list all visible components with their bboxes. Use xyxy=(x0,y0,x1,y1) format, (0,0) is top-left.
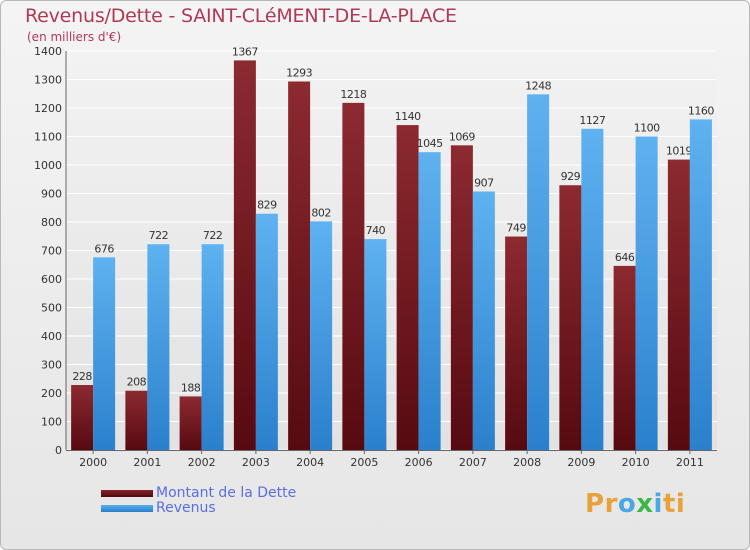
y-tick-label: 800 xyxy=(41,216,62,229)
y-tick-label: 0 xyxy=(55,444,62,457)
y-tick-label: 1200 xyxy=(34,102,62,115)
legend-label-revenus: Revenus xyxy=(156,500,216,516)
bar-dette xyxy=(559,185,582,451)
x-tick-label: 2002 xyxy=(188,456,216,469)
data-label-revenus: 722 xyxy=(203,229,223,242)
bar-revenus xyxy=(635,136,658,450)
data-label-revenus: 907 xyxy=(474,177,494,190)
x-tick-label: 2009 xyxy=(567,456,595,469)
x-tick-label: 2000 xyxy=(79,456,107,469)
data-label-dette: 188 xyxy=(181,381,201,394)
data-label-revenus: 1248 xyxy=(525,79,551,92)
bar-revenus xyxy=(93,257,116,450)
bar-dette xyxy=(71,385,94,450)
bar-revenus xyxy=(255,213,278,450)
x-tick-label: 2005 xyxy=(350,456,378,469)
data-label-dette: 749 xyxy=(506,222,526,235)
y-tick-label: 100 xyxy=(41,416,62,429)
bar-revenus xyxy=(527,94,550,450)
data-label-dette: 1293 xyxy=(286,66,312,79)
bar-dette xyxy=(667,159,690,450)
chart-title: Revenus/Dette - SAINT-CLéMENT-DE-LA-PLAC… xyxy=(25,5,457,27)
bar-revenus xyxy=(147,244,170,450)
x-tick-label: 2003 xyxy=(242,456,270,469)
bar-dette xyxy=(125,390,148,450)
x-tick-label: 2001 xyxy=(133,456,161,469)
logo-letter: x xyxy=(636,489,654,519)
x-tick-label: 2008 xyxy=(513,456,541,469)
logo-letter: i xyxy=(653,489,663,519)
data-label-revenus: 829 xyxy=(257,199,277,212)
y-tick-label: 1100 xyxy=(34,131,62,144)
data-label-dette: 1218 xyxy=(340,88,366,101)
chart-subtitle: (en milliers d'€) xyxy=(27,30,122,44)
data-label-dette: 646 xyxy=(615,251,635,264)
y-tick-label: 200 xyxy=(41,387,62,400)
x-tick-label: 2010 xyxy=(622,456,650,469)
y-tick-label: 400 xyxy=(41,330,62,343)
proxiti-logo: Proxiti xyxy=(585,489,685,519)
y-tick-label: 600 xyxy=(41,273,62,286)
y-tick-label: 900 xyxy=(41,188,62,201)
bar-revenus xyxy=(689,119,712,451)
logo-letter: o xyxy=(617,489,637,519)
y-tick-label: 1300 xyxy=(34,74,62,87)
y-tick-label: 1000 xyxy=(34,159,62,172)
bar-dette xyxy=(450,145,473,450)
logo-letter: i xyxy=(675,489,686,519)
bar-dette xyxy=(505,236,528,450)
data-label-dette: 228 xyxy=(72,370,92,383)
data-label-revenus: 802 xyxy=(311,206,331,219)
data-label-dette: 208 xyxy=(127,376,147,389)
data-label-revenus: 1160 xyxy=(688,104,714,117)
logo-letter: P xyxy=(585,489,605,519)
logo-letter: t xyxy=(662,489,676,519)
bar-dette xyxy=(288,81,311,451)
data-label-dette: 1367 xyxy=(232,45,258,58)
y-tick-label: 500 xyxy=(41,302,62,315)
bar-revenus xyxy=(364,239,387,450)
data-label-dette: 1069 xyxy=(449,130,475,143)
y-tick-label: 1400 xyxy=(34,45,62,58)
logo-letter: r xyxy=(604,489,618,519)
bar-dette xyxy=(613,265,636,450)
bar-dette xyxy=(396,125,419,450)
bar-revenus xyxy=(310,221,333,450)
y-tick-label: 700 xyxy=(41,245,62,258)
data-label-revenus: 740 xyxy=(366,224,386,237)
bar-revenus xyxy=(472,191,495,450)
data-label-dette: 1019 xyxy=(666,145,692,158)
data-label-dette: 929 xyxy=(561,170,581,183)
data-label-dette: 1140 xyxy=(395,110,421,123)
legend-swatch-dette xyxy=(101,490,153,497)
y-tick-label: 300 xyxy=(41,359,62,372)
legend-swatch-revenus xyxy=(101,505,153,512)
data-label-revenus: 676 xyxy=(94,242,114,255)
x-tick-label: 2011 xyxy=(676,456,704,469)
legend-label-dette: Montant de la Dette xyxy=(156,485,297,501)
bar-dette xyxy=(233,60,256,450)
bar-dette xyxy=(179,396,202,450)
x-tick-label: 2007 xyxy=(459,456,487,469)
bar-revenus xyxy=(581,128,604,450)
bar-revenus xyxy=(201,244,224,450)
x-tick-label: 2006 xyxy=(405,456,433,469)
data-label-revenus: 1127 xyxy=(579,114,605,127)
data-label-revenus: 1045 xyxy=(417,137,443,150)
x-tick-label: 2004 xyxy=(296,456,324,469)
data-label-revenus: 722 xyxy=(149,229,169,242)
bar-revenus xyxy=(418,152,441,451)
data-label-revenus: 1100 xyxy=(634,122,660,135)
bar-dette xyxy=(342,102,365,451)
